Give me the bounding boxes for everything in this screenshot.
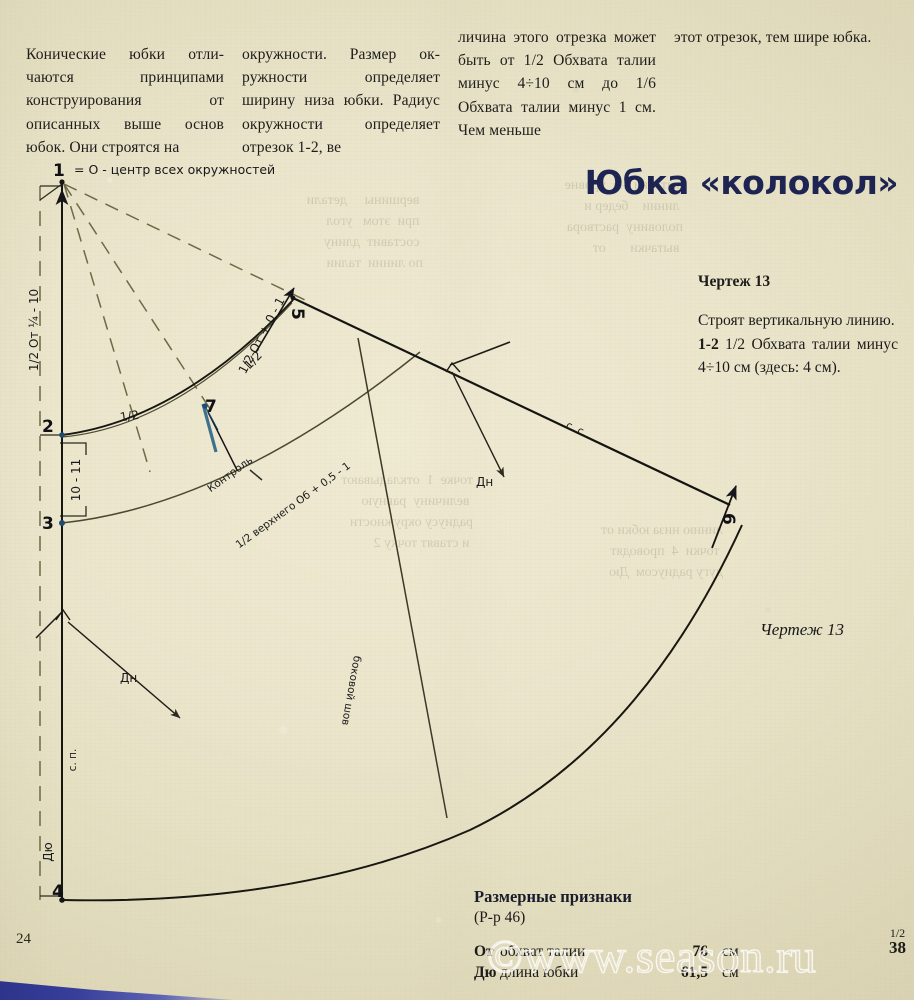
instruction-line-1: Строят вертикальную линию. <box>698 312 895 330</box>
instruction-block: Чертеж 13 Строят вертикальную линию. 1-2… <box>698 270 898 380</box>
hip-control-arc <box>61 351 421 524</box>
measurement-abbr: От <box>474 943 494 961</box>
text-column-4: этот отрезок, тем шире юбка. <box>674 29 872 46</box>
control-leader <box>207 411 238 471</box>
point-markers <box>59 179 296 903</box>
measurement-row: От обхват талии 76 см <box>474 942 904 963</box>
point-label-3: 3 <box>42 514 54 534</box>
hem-length-arrow-right <box>451 371 505 478</box>
waist-arc <box>61 299 294 436</box>
instruction-subheading: Чертеж 13 <box>698 273 771 290</box>
segment-desc: 1/2 Обхвата талии минус 4÷10 см (здесь: … <box>698 335 898 377</box>
label-control-mark: Контроль <box>205 454 255 495</box>
point-7-mark <box>201 403 218 453</box>
measurement-row: Дю длина юбки 61,5 см <box>474 963 904 984</box>
measurement-name: длина юбки <box>500 964 579 982</box>
text-column-3: личина этого отрезка может быть от 1/2 О… <box>458 29 656 139</box>
size-badge-fraction: 1/2 <box>889 926 906 940</box>
label-waist-arc-half: 1/2 <box>119 408 140 425</box>
label-hip-arc-formula: 1/2 верхнего Об + 0,5 - 1 <box>234 460 353 551</box>
measurement-unit: см <box>722 943 739 961</box>
label-center-back-fold: с. п. <box>67 749 79 772</box>
label-point5-formula: 1/2 От + 0 - 1 <box>236 295 288 376</box>
construction-radii <box>63 183 306 473</box>
label-hem-length-left: Дн <box>120 671 137 685</box>
axis-hook <box>39 183 63 201</box>
side-seam-line <box>357 337 448 819</box>
measurement-value: 61,5 <box>680 964 708 982</box>
instruction-line-2: 1-2 1/2 Обхвата талии минус 4÷10 см (зде… <box>698 333 898 380</box>
label-skirt-length: Дю <box>41 842 55 861</box>
point-label-5: 5 <box>287 308 307 320</box>
measurement-name: обхват талии <box>500 943 586 961</box>
label-side-seam: боковой шов <box>339 655 363 727</box>
measurements-header: Размерные признаки <box>474 886 632 906</box>
point-label-4: 4 <box>52 882 64 902</box>
point-7-wedge <box>205 407 219 431</box>
size-badge: 1/2 38 <box>889 927 906 956</box>
figure-caption: Чертеж 13 <box>760 620 844 639</box>
text-column-1: Конические юбки отли­чаются принципами к… <box>26 46 224 156</box>
page-number: 24 <box>16 931 31 947</box>
hem-length-arrow-left <box>67 621 181 719</box>
center-note: = О - центр всех окружностей <box>74 162 275 177</box>
label-segment-2-3: 10 - 11 <box>69 459 83 502</box>
dimension-1-2 <box>40 185 62 436</box>
measurement-unit: см <box>722 964 739 982</box>
text-column-2: окружности. Размер ок­ружности определяе… <box>242 46 440 156</box>
measurement-abbr: Дю <box>474 964 497 982</box>
segment-ref: 1-2 <box>698 335 719 353</box>
measurement-value: 76 <box>692 943 709 961</box>
point-6-tick <box>711 485 737 549</box>
size-badge-number: 38 <box>889 938 906 957</box>
hem-origin-leader-right <box>449 341 511 366</box>
center-front-line <box>292 297 731 506</box>
article-text-columns: Конические юбки отли­чаются принципами к… <box>26 26 898 159</box>
measurements-size-note: (Р-р 46) <box>474 908 526 926</box>
point-5-arrow <box>255 287 295 353</box>
point-label-1: 1 <box>53 161 65 181</box>
point-label-6: 6 <box>718 513 738 525</box>
page-title: Юбка «колокол» <box>584 163 899 202</box>
label-hem-length-right: Дн <box>476 475 493 489</box>
waist-arc-secondary <box>61 302 293 438</box>
measurements-block: Размерные признаки (Р-р 46) От обхват та… <box>474 886 904 984</box>
point-label-7: 7 <box>205 397 217 417</box>
hem-arc <box>61 524 743 902</box>
label-radius-1-2: 1/2 От ¼ - 10 <box>27 289 41 371</box>
control-tick <box>249 469 263 481</box>
point-label-2: 2 <box>42 417 54 437</box>
label-center-front: с. с. <box>564 419 589 439</box>
hem-origin-mark-right <box>445 361 461 373</box>
hem-origin-leader-left <box>35 611 63 639</box>
